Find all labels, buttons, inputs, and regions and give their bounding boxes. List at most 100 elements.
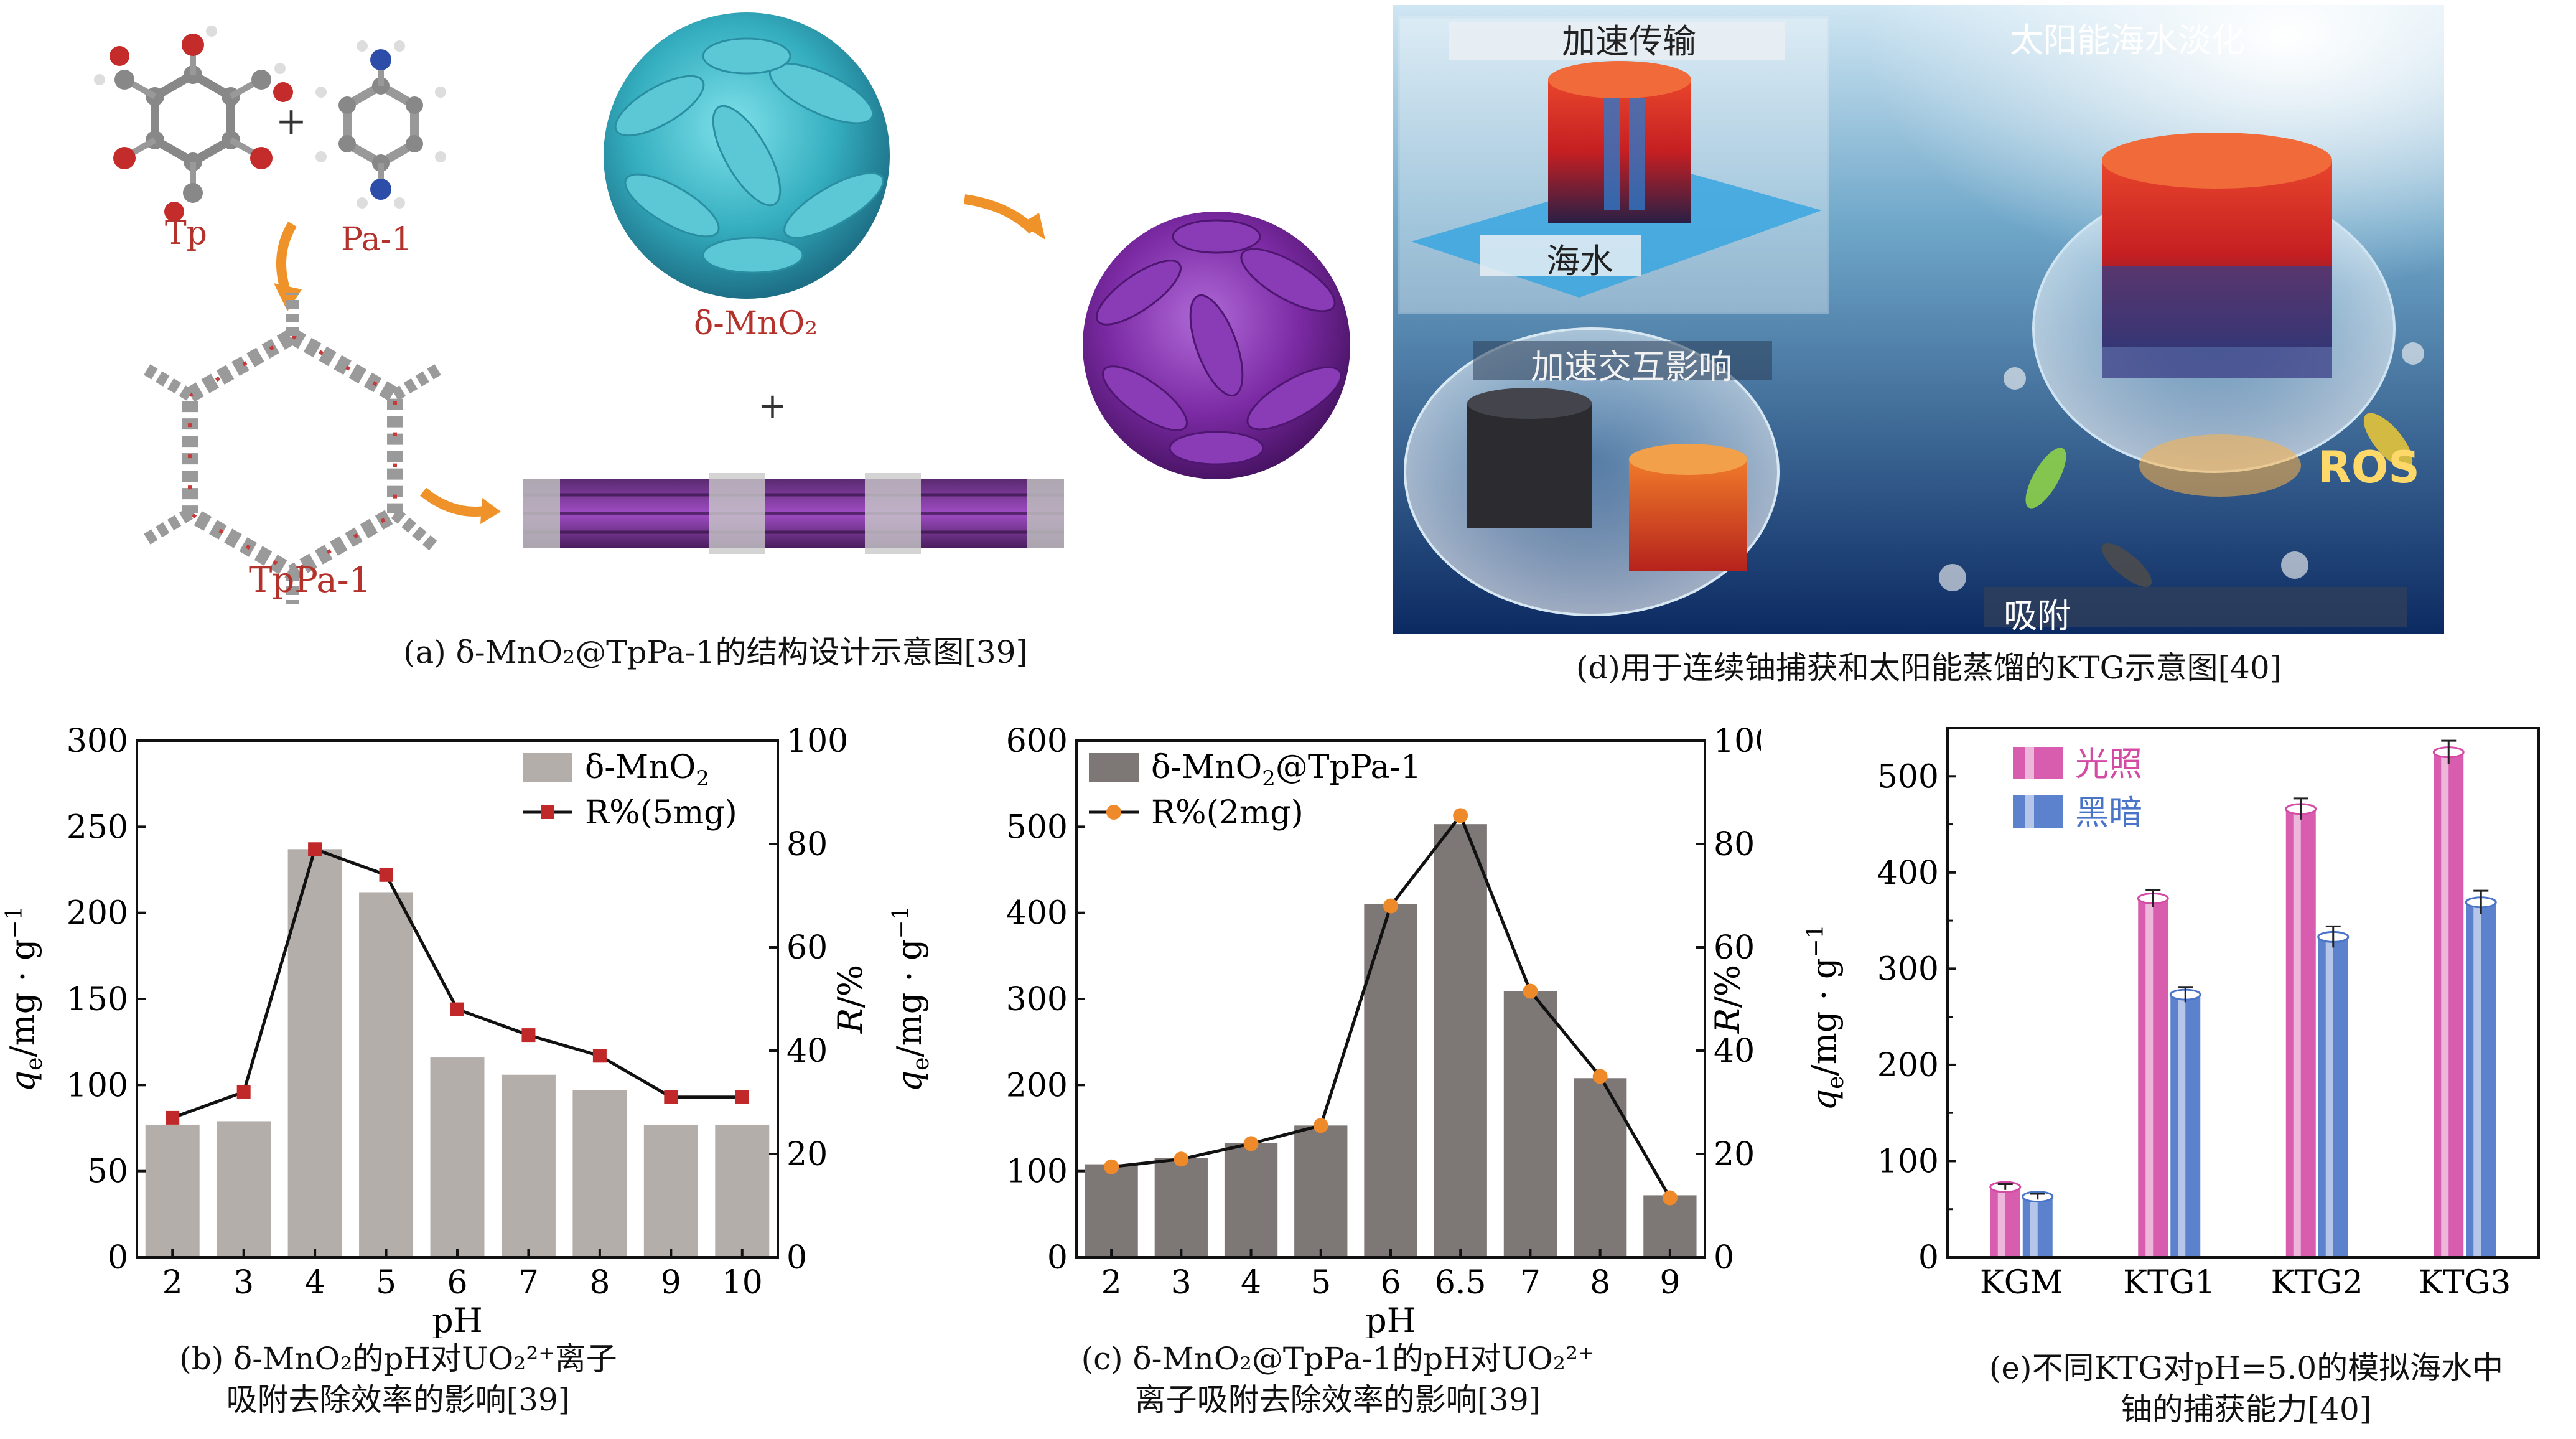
bar bbox=[1503, 991, 1557, 1257]
bar bbox=[1364, 904, 1417, 1257]
label-accel-interaction: 加速交互影响 bbox=[1531, 347, 1732, 387]
y-right-tick-label: 100 bbox=[1714, 723, 1761, 760]
data-point bbox=[1313, 1118, 1328, 1133]
data-point bbox=[1104, 1159, 1119, 1174]
bar-light bbox=[1989, 1181, 2022, 1257]
mno2-nanoflower bbox=[604, 12, 890, 299]
y-tick-label: 200 bbox=[1877, 1047, 1939, 1084]
panel-d-artwork bbox=[1393, 5, 2444, 634]
bar bbox=[287, 849, 342, 1257]
x-tick-label: KTG3 bbox=[2419, 1264, 2511, 1301]
bar bbox=[643, 1124, 698, 1257]
tppa-framework bbox=[139, 293, 446, 604]
bar-light bbox=[2432, 746, 2465, 1257]
y-tick-label: 500 bbox=[1006, 809, 1068, 846]
y-axis-label: qe/mg · g−1 bbox=[2, 906, 47, 1092]
x-tick-label: 4 bbox=[1241, 1264, 1261, 1301]
y-tick-label: 200 bbox=[67, 895, 128, 932]
legend-swatch-bar bbox=[523, 753, 572, 782]
panel-a: + bbox=[0, 0, 1369, 691]
label-ros: ROS bbox=[2318, 442, 2420, 493]
y-right-tick-label: 40 bbox=[786, 1033, 828, 1070]
bar-dark bbox=[2169, 988, 2201, 1257]
bar bbox=[1154, 1158, 1208, 1257]
legend-label-bar: δ-MnO2@TpPa-1 bbox=[1151, 749, 1421, 791]
y-tick-label: 600 bbox=[1006, 723, 1068, 760]
y-tick-label: 0 bbox=[108, 1239, 128, 1277]
bar-light bbox=[2137, 893, 2169, 1257]
data-point bbox=[1523, 983, 1538, 999]
x-tick-label: 2 bbox=[1101, 1264, 1122, 1301]
bar-highlight bbox=[2145, 898, 2154, 1257]
plus-sign-1: + bbox=[276, 100, 307, 143]
data-point bbox=[521, 1028, 536, 1043]
bar bbox=[217, 1121, 271, 1257]
y-tick-label: 100 bbox=[67, 1067, 128, 1104]
caption-b: (b) δ-MnO₂的pH对UO₂²⁺离子 吸附去除效率的影响[39] bbox=[87, 1338, 709, 1420]
data-point bbox=[664, 1090, 678, 1104]
data-point bbox=[592, 1049, 607, 1063]
y-tick-label: 50 bbox=[87, 1153, 128, 1191]
x-tick-label: 7 bbox=[1520, 1264, 1541, 1301]
bar bbox=[1294, 1125, 1348, 1257]
y-tick-label: 100 bbox=[1006, 1153, 1068, 1191]
x-axis-label: pH bbox=[432, 1301, 483, 1338]
bar bbox=[501, 1074, 556, 1257]
y-tick-label: 150 bbox=[67, 981, 128, 1018]
x-tick-label: 5 bbox=[1310, 1264, 1331, 1301]
data-point bbox=[236, 1085, 251, 1099]
x-tick-label: KGM bbox=[1980, 1264, 2063, 1301]
y-tick-label: 500 bbox=[1877, 758, 1939, 795]
y-right-tick-label: 0 bbox=[1714, 1239, 1734, 1277]
data-point bbox=[1243, 1136, 1259, 1151]
bar bbox=[1574, 1078, 1627, 1257]
y-axis-label: qe/mg · g−1 bbox=[889, 906, 934, 1092]
y-right-tick-label: 20 bbox=[1714, 1136, 1755, 1173]
x-tick-label: 5 bbox=[376, 1264, 396, 1301]
caption-c-line2: 离子吸附去除效率的影响[39] bbox=[1134, 1382, 1541, 1418]
y-axis-right-label: R/% bbox=[1708, 965, 1747, 1034]
data-point bbox=[450, 1002, 464, 1016]
data-point bbox=[1383, 898, 1398, 914]
panel-a-artwork: + bbox=[94, 12, 1350, 604]
arrow-tp-to-tppa bbox=[276, 221, 297, 294]
bar bbox=[1434, 824, 1487, 1257]
caption-e-line1: (e)不同KTG对pH=5.0的模拟海水中 bbox=[1989, 1350, 2504, 1386]
bar-dark bbox=[2465, 896, 2497, 1257]
bar bbox=[359, 892, 414, 1257]
y-right-tick-label: 80 bbox=[786, 826, 828, 863]
legend-swatch bbox=[2013, 795, 2063, 828]
data-point bbox=[166, 1110, 180, 1125]
data-point bbox=[379, 868, 393, 882]
y-right-tick-label: 60 bbox=[1714, 929, 1755, 967]
legend-label-line: R%(2mg) bbox=[1151, 794, 1304, 832]
bar-highlight bbox=[2325, 937, 2333, 1257]
x-tick-label: 6 bbox=[447, 1264, 467, 1301]
x-tick-label: KTG1 bbox=[2123, 1264, 2215, 1301]
y-axis-right-label: R/% bbox=[831, 965, 865, 1034]
caption-c: (c) δ-MnO₂@TpPa-1的pH对UO₂²⁺ 离子吸附去除效率的影响[3… bbox=[996, 1338, 1680, 1420]
y-right-tick-label: 60 bbox=[786, 929, 828, 967]
data-point bbox=[308, 842, 322, 856]
x-tick-label: 2 bbox=[162, 1264, 183, 1301]
y-tick-label: 100 bbox=[1877, 1143, 1939, 1180]
data-point bbox=[735, 1090, 749, 1104]
legend-swatch-highlight bbox=[2025, 795, 2034, 828]
y-tick-label: 400 bbox=[1006, 895, 1068, 932]
tp-molecule bbox=[94, 26, 293, 222]
legend-marker bbox=[1106, 805, 1121, 820]
x-tick-label: 3 bbox=[233, 1264, 254, 1301]
y-tick-label: 300 bbox=[67, 723, 128, 760]
x-tick-label: 8 bbox=[1590, 1264, 1610, 1301]
bar-dark bbox=[2022, 1191, 2054, 1257]
cof-bar bbox=[523, 473, 1064, 554]
chart-c: 0 100 200 300 400 500 600 0 20 40 60 80 100 2 3 4 5 6 6.5 7… bbox=[889, 723, 1761, 1338]
caption-a: (a) δ-MnO₂@TpPa-1的结构设计示意图[39] bbox=[403, 634, 1029, 670]
legend-swatch-highlight bbox=[2025, 747, 2034, 779]
caption-e: (e)不同KTG对pH=5.0的模拟海水中 铀的捕获能力[40] bbox=[1935, 1348, 2557, 1430]
label-accel-transport: 加速传输 bbox=[1562, 22, 1696, 61]
label-pa: Pa-1 bbox=[341, 221, 413, 258]
caption-d: (d)用于连续铀捕获和太阳能蒸馏的KTG示意图[40] bbox=[1575, 650, 2282, 686]
y-tick-label: 0 bbox=[1918, 1239, 1939, 1277]
arrow-tppa-to-bar bbox=[420, 487, 490, 517]
